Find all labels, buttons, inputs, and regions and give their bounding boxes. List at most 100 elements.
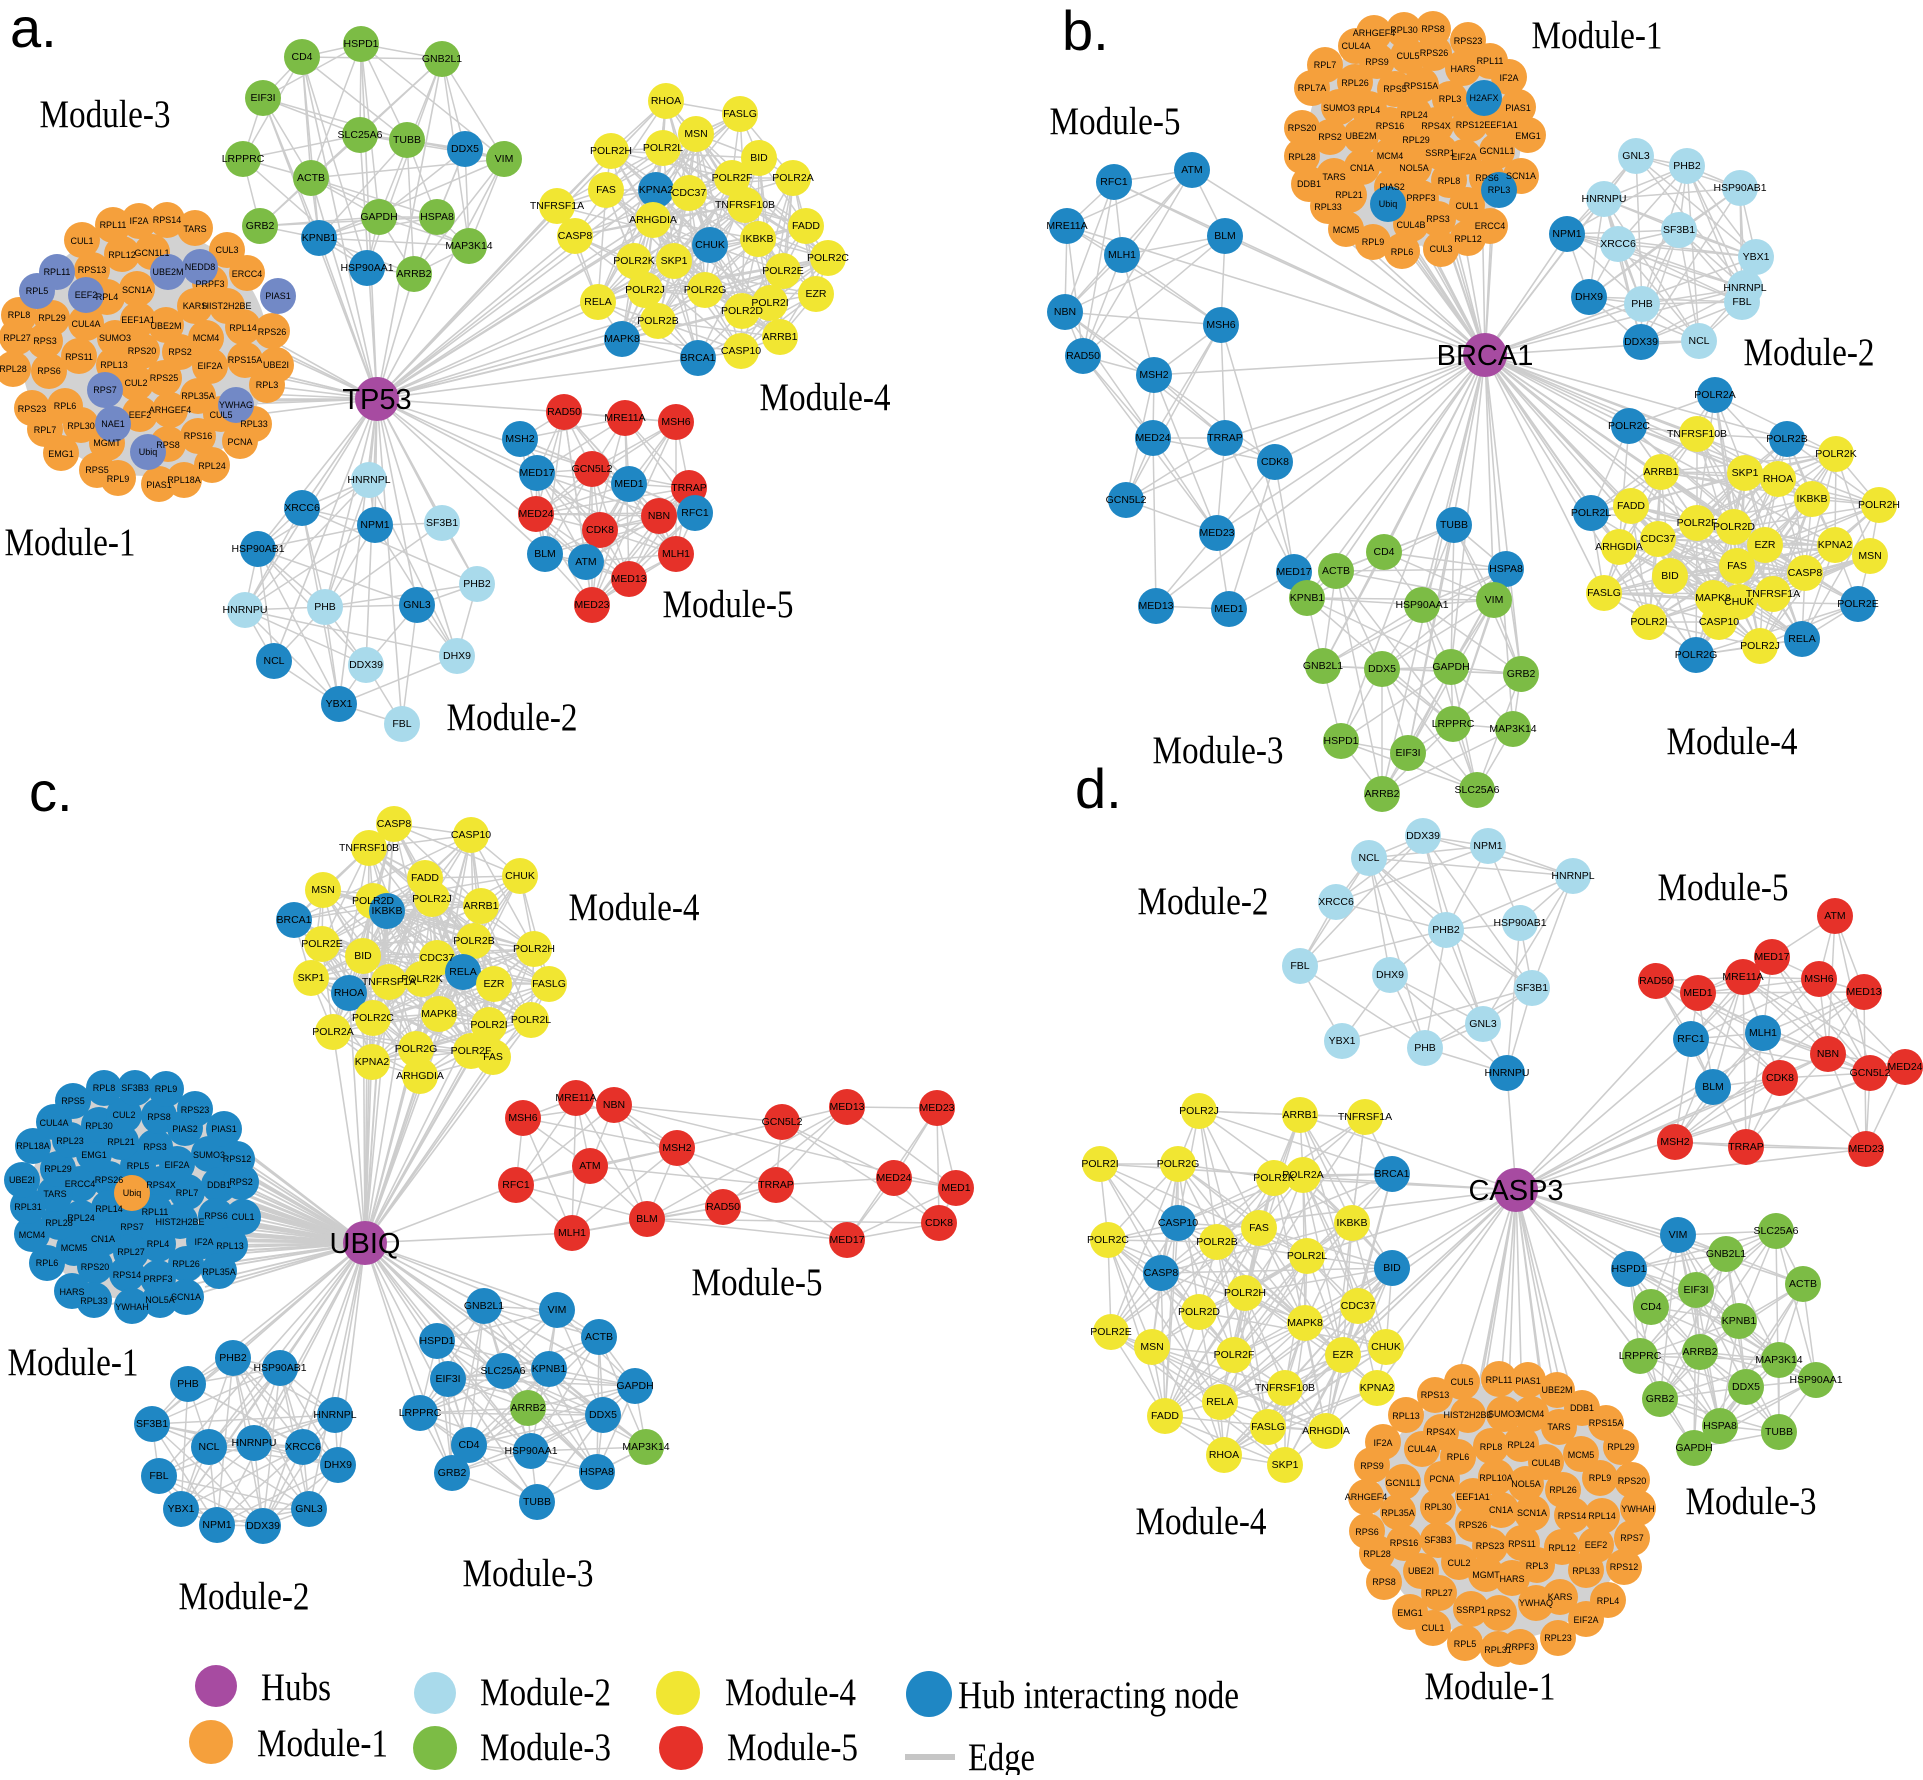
svg-text:Module-3: Module-3 — [1153, 729, 1284, 772]
svg-text:EMG1: EMG1 — [48, 449, 74, 459]
svg-text:RPL4: RPL4 — [1358, 105, 1381, 115]
svg-text:IF2A: IF2A — [1499, 73, 1518, 83]
svg-text:NOL5A: NOL5A — [145, 1295, 175, 1305]
svg-text:MED23: MED23 — [1199, 527, 1234, 539]
svg-text:MED17: MED17 — [829, 1234, 864, 1246]
svg-text:GRB2: GRB2 — [438, 1467, 467, 1479]
svg-text:POLR2J: POLR2J — [1740, 640, 1780, 652]
svg-text:MCM4: MCM4 — [1518, 1409, 1545, 1419]
svg-text:MED13: MED13 — [611, 573, 646, 585]
svg-text:TARS: TARS — [1547, 1422, 1570, 1432]
svg-text:EEF1A1: EEF1A1 — [1484, 120, 1518, 130]
svg-text:UBE2I: UBE2I — [263, 360, 289, 370]
svg-text:DDX5: DDX5 — [1732, 1381, 1760, 1393]
svg-text:IKBKB: IKBKB — [372, 905, 403, 917]
svg-text:GAPDH: GAPDH — [1432, 661, 1469, 673]
svg-text:CD4: CD4 — [291, 51, 312, 63]
svg-text:MGMT: MGMT — [1472, 1570, 1500, 1580]
svg-text:SF3B1: SF3B1 — [136, 1418, 168, 1430]
svg-text:CDK8: CDK8 — [1766, 1072, 1794, 1084]
svg-text:GNB2L1: GNB2L1 — [1706, 1248, 1746, 1260]
svg-text:CUL3: CUL3 — [215, 245, 238, 255]
svg-text:SCN1A: SCN1A — [1517, 1508, 1547, 1518]
svg-text:RAD50: RAD50 — [547, 406, 581, 418]
svg-text:RPL33: RPL33 — [240, 419, 268, 429]
svg-text:ARHGDIA: ARHGDIA — [1302, 1425, 1350, 1437]
svg-text:Module-4: Module-4 — [725, 1671, 856, 1714]
svg-text:RPL30: RPL30 — [85, 1121, 113, 1131]
svg-text:RPS8: RPS8 — [147, 1112, 171, 1122]
svg-text:ATM: ATM — [1181, 164, 1202, 176]
svg-text:PHB: PHB — [314, 601, 336, 613]
svg-text:ACTB: ACTB — [1322, 565, 1350, 577]
svg-text:RPL24: RPL24 — [198, 461, 226, 471]
svg-text:HSPD1: HSPD1 — [343, 38, 378, 50]
svg-text:SF3B3: SF3B3 — [1424, 1535, 1452, 1545]
svg-text:HIST2H2BE: HIST2H2BE — [155, 1217, 204, 1227]
svg-text:EIF3I: EIF3I — [250, 92, 275, 104]
svg-text:GRB2: GRB2 — [1507, 668, 1536, 680]
svg-text:RELA: RELA — [449, 966, 476, 978]
svg-text:EIF3I: EIF3I — [1395, 747, 1420, 759]
svg-text:DDX5: DDX5 — [1368, 663, 1396, 675]
svg-text:HNRNPL: HNRNPL — [313, 1409, 356, 1421]
svg-text:BID: BID — [1661, 570, 1679, 582]
svg-text:RPL26: RPL26 — [1549, 1485, 1577, 1495]
svg-text:CHUK: CHUK — [695, 239, 725, 251]
svg-text:LRPPRC: LRPPRC — [399, 1407, 442, 1419]
svg-text:NPM1: NPM1 — [360, 519, 389, 531]
svg-text:UBE2M: UBE2M — [1541, 1385, 1572, 1395]
svg-text:RPL28: RPL28 — [1288, 152, 1316, 162]
svg-text:DHX9: DHX9 — [1376, 969, 1404, 981]
svg-text:HNRNPU: HNRNPU — [232, 1437, 277, 1449]
svg-text:Ubiq: Ubiq — [1379, 199, 1398, 209]
svg-text:ARRB1: ARRB1 — [1643, 466, 1678, 478]
svg-text:Module-2: Module-2 — [179, 1575, 310, 1618]
svg-text:SCN1A: SCN1A — [1506, 171, 1536, 181]
svg-text:Module-3: Module-3 — [1686, 1480, 1817, 1523]
svg-text:PRPF3: PRPF3 — [1505, 1642, 1534, 1652]
svg-text:TUBB: TUBB — [523, 1496, 551, 1508]
svg-text:MLH1: MLH1 — [662, 548, 690, 560]
svg-text:POLR2I: POLR2I — [1630, 616, 1667, 628]
svg-text:RPS20: RPS20 — [81, 1262, 110, 1272]
svg-text:YBX1: YBX1 — [326, 698, 353, 710]
svg-text:UBE2I: UBE2I — [1408, 1566, 1434, 1576]
svg-text:ARHGDIA: ARHGDIA — [1595, 541, 1643, 553]
svg-text:HSPD1: HSPD1 — [1323, 735, 1358, 747]
svg-text:IKBKB: IKBKB — [743, 233, 774, 245]
svg-text:RPL9: RPL9 — [155, 1084, 178, 1094]
svg-text:KPNB1: KPNB1 — [1290, 592, 1325, 604]
svg-text:RHOA: RHOA — [334, 987, 364, 999]
svg-text:PIAS2: PIAS2 — [172, 1124, 198, 1134]
svg-text:RELA: RELA — [1206, 1396, 1233, 1408]
svg-text:RPS2: RPS2 — [1487, 1608, 1511, 1618]
svg-text:CUL4B: CUL4B — [1531, 1458, 1560, 1468]
svg-text:DDX39: DDX39 — [1624, 336, 1658, 348]
svg-text:c.: c. — [29, 760, 73, 823]
svg-text:Module-5: Module-5 — [692, 1261, 823, 1304]
svg-text:RPS8: RPS8 — [156, 440, 180, 450]
svg-text:RPS5: RPS5 — [61, 1096, 85, 1106]
svg-text:ARHGEF4: ARHGEF4 — [1353, 28, 1396, 38]
svg-text:CHUK: CHUK — [1371, 1341, 1401, 1353]
svg-text:FAS: FAS — [596, 184, 616, 196]
svg-text:HSP90AA1: HSP90AA1 — [504, 1445, 557, 1457]
svg-text:GCN5L2: GCN5L2 — [762, 1116, 803, 1128]
svg-text:XRCC6: XRCC6 — [1318, 896, 1354, 908]
svg-text:EEF2: EEF2 — [1585, 1540, 1608, 1550]
svg-text:MLH1: MLH1 — [1749, 1027, 1777, 1039]
svg-text:MAP3K14: MAP3K14 — [445, 240, 492, 252]
svg-text:CUL5: CUL5 — [1450, 1377, 1473, 1387]
svg-text:TARS: TARS — [183, 224, 206, 234]
svg-text:POLR2H: POLR2H — [1858, 499, 1900, 511]
svg-text:FBL: FBL — [392, 718, 411, 730]
svg-text:XRCC6: XRCC6 — [285, 1441, 321, 1453]
svg-text:EEF1A1: EEF1A1 — [1456, 1492, 1490, 1502]
svg-text:MSN: MSN — [684, 128, 707, 140]
svg-text:MCM5: MCM5 — [61, 1243, 88, 1253]
svg-text:BRCA1: BRCA1 — [680, 352, 715, 364]
svg-text:RPS2: RPS2 — [168, 347, 192, 357]
svg-text:HNRNPL: HNRNPL — [347, 474, 390, 486]
svg-text:GNB2L1: GNB2L1 — [422, 53, 462, 65]
